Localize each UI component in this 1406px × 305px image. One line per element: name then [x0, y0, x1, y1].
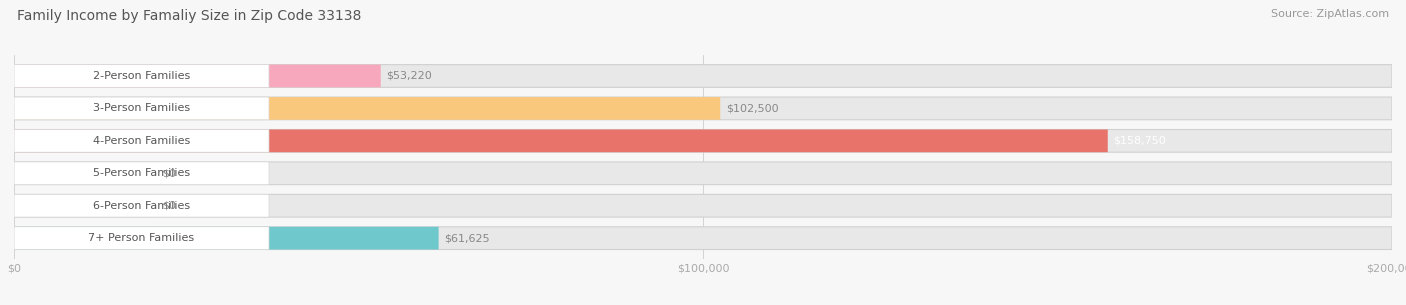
Text: 3-Person Families: 3-Person Families — [93, 103, 190, 113]
FancyBboxPatch shape — [14, 65, 269, 87]
Text: Family Income by Famaliy Size in Zip Code 33138: Family Income by Famaliy Size in Zip Cod… — [17, 9, 361, 23]
Text: 7+ Person Families: 7+ Person Families — [89, 233, 194, 243]
Text: $0: $0 — [162, 201, 176, 211]
Text: Source: ZipAtlas.com: Source: ZipAtlas.com — [1271, 9, 1389, 19]
Text: 2-Person Families: 2-Person Families — [93, 71, 190, 81]
FancyBboxPatch shape — [14, 227, 1392, 249]
FancyBboxPatch shape — [14, 227, 439, 249]
Text: $158,750: $158,750 — [1114, 136, 1166, 146]
FancyBboxPatch shape — [14, 162, 269, 185]
FancyBboxPatch shape — [14, 97, 720, 120]
FancyBboxPatch shape — [14, 194, 1392, 217]
Text: 4-Person Families: 4-Person Families — [93, 136, 190, 146]
Text: 6-Person Families: 6-Person Families — [93, 201, 190, 211]
FancyBboxPatch shape — [14, 227, 269, 249]
FancyBboxPatch shape — [14, 194, 269, 217]
FancyBboxPatch shape — [14, 194, 155, 217]
FancyBboxPatch shape — [14, 97, 269, 120]
Text: 5-Person Families: 5-Person Families — [93, 168, 190, 178]
FancyBboxPatch shape — [14, 162, 1392, 185]
Text: $0: $0 — [162, 168, 176, 178]
FancyBboxPatch shape — [14, 130, 269, 152]
FancyBboxPatch shape — [14, 130, 1392, 152]
Text: $61,625: $61,625 — [444, 233, 489, 243]
FancyBboxPatch shape — [14, 65, 1392, 87]
FancyBboxPatch shape — [14, 65, 381, 87]
FancyBboxPatch shape — [14, 162, 155, 185]
FancyBboxPatch shape — [14, 130, 1108, 152]
FancyBboxPatch shape — [14, 97, 1392, 120]
Text: $102,500: $102,500 — [725, 103, 779, 113]
Text: $53,220: $53,220 — [387, 71, 432, 81]
